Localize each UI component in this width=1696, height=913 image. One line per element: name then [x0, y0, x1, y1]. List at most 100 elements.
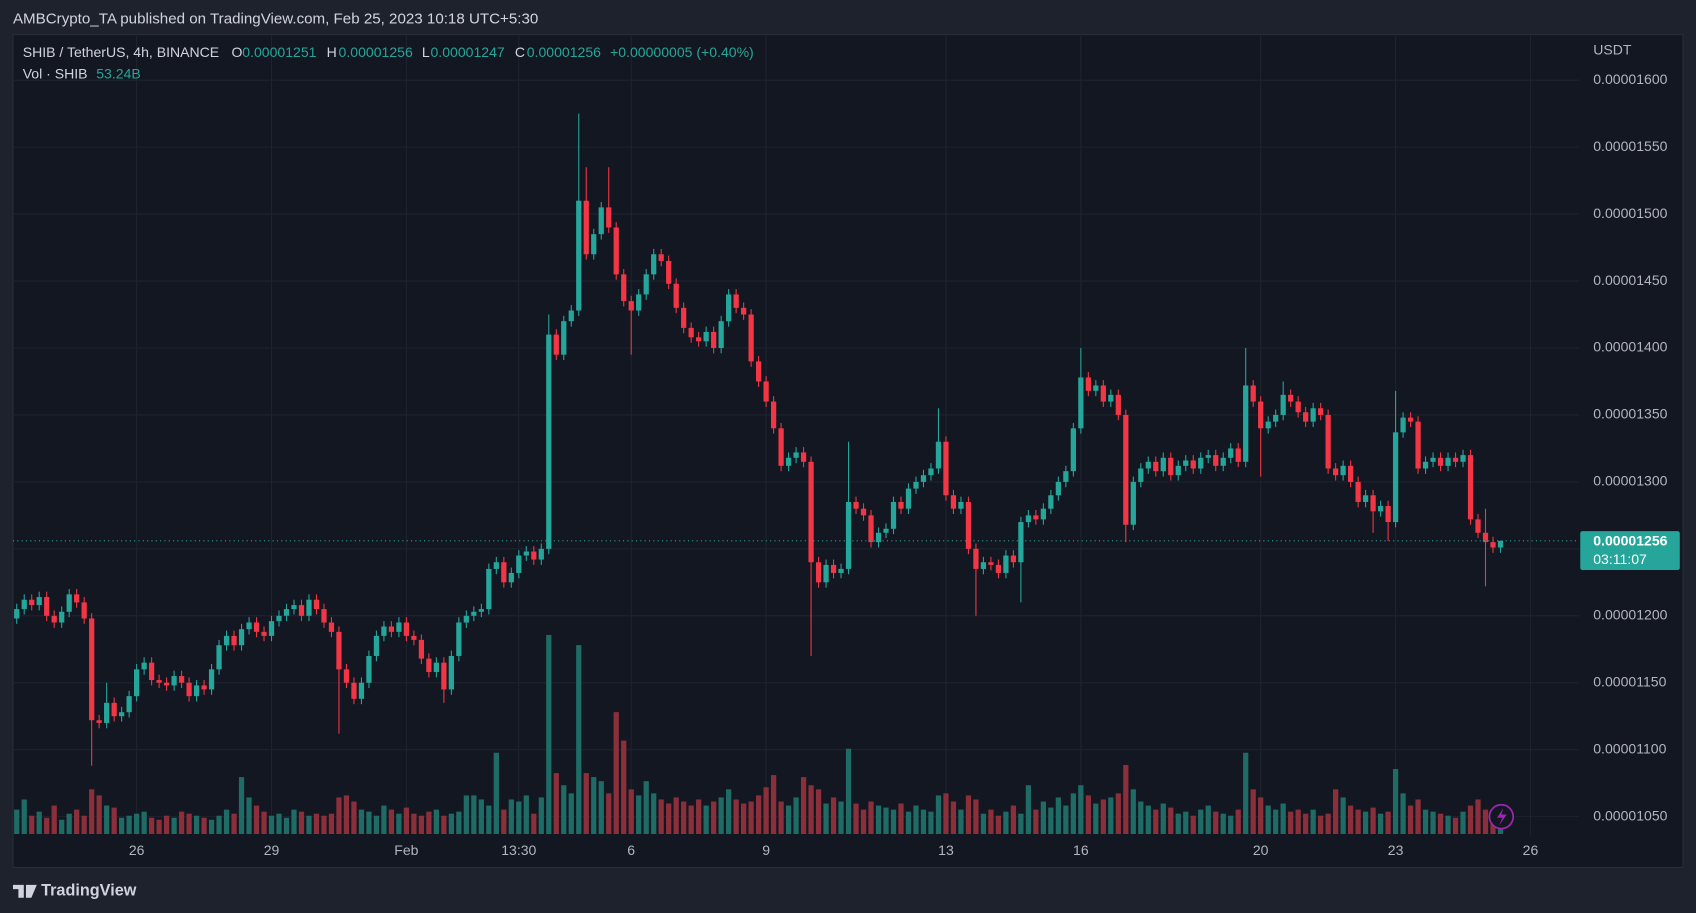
candle-body — [658, 254, 664, 261]
axis-unit: USDT — [1593, 42, 1632, 58]
candle-body — [171, 676, 177, 686]
y-tick-label: 0.00001400 — [1593, 339, 1667, 355]
volume-bar — [741, 803, 747, 834]
close-value: 0.00001256 — [527, 44, 601, 60]
candle-body — [965, 501, 972, 549]
volume-bar — [1010, 805, 1017, 834]
volume-bar — [1078, 785, 1084, 834]
candle-body — [1025, 515, 1032, 523]
volume-bar — [283, 817, 290, 834]
volume-bar — [1153, 809, 1159, 834]
volume-bar — [276, 813, 282, 834]
volume-bar — [1482, 809, 1489, 834]
candle-body — [1475, 519, 1481, 533]
candle-body — [538, 548, 544, 560]
volume-bar — [875, 805, 882, 834]
volume-bar — [1205, 805, 1211, 834]
volume-bar — [486, 805, 492, 834]
volume-bar — [51, 805, 57, 834]
candle-body — [1033, 515, 1039, 520]
candle-body — [950, 495, 957, 509]
volume-bar — [321, 815, 327, 834]
volume-bar — [96, 795, 102, 834]
candle-body — [238, 629, 245, 646]
candle-body — [830, 564, 837, 573]
candle-body — [1497, 540, 1504, 548]
candle-body — [1048, 495, 1054, 509]
candle-body — [201, 685, 207, 690]
candle-body — [493, 562, 499, 569]
candle-body — [373, 635, 380, 656]
candle-body — [1093, 385, 1099, 391]
volume-bar — [126, 815, 132, 834]
volume-bar — [883, 807, 889, 834]
candle-body — [711, 331, 717, 348]
candle-body — [943, 441, 949, 496]
volume-bar — [1348, 805, 1354, 834]
volume-bar — [1093, 803, 1099, 834]
candle-body — [223, 635, 230, 646]
volume-bar — [1085, 795, 1091, 834]
volume-bar — [1415, 799, 1421, 834]
candle-body — [1295, 401, 1301, 413]
candle-body — [748, 314, 754, 362]
volume-bar — [681, 801, 687, 834]
volume-bar — [778, 801, 784, 834]
volume-bar — [1467, 805, 1474, 834]
volume-bar — [658, 799, 664, 834]
candle-body — [666, 260, 672, 284]
volume-bar — [508, 799, 514, 834]
candle-body — [1123, 414, 1129, 525]
candle-body — [890, 501, 897, 529]
volume-bar — [1265, 805, 1271, 834]
candle-body — [778, 428, 784, 466]
candle-body — [418, 639, 425, 659]
volume-bar — [1220, 813, 1226, 834]
candle-body — [231, 635, 237, 646]
candle-body — [1220, 457, 1226, 466]
volume-bar — [1280, 803, 1286, 834]
volume-bar — [1130, 789, 1136, 834]
candle-body — [1138, 468, 1144, 482]
candle-body — [1003, 555, 1009, 573]
volume-bar — [860, 809, 867, 834]
candle-body — [51, 615, 57, 623]
volume-bar — [1190, 815, 1196, 834]
candle-body — [1153, 461, 1159, 472]
volume-bar — [755, 795, 762, 834]
volume-bar — [1340, 797, 1346, 834]
candle-body — [1100, 385, 1106, 402]
candle-body — [381, 626, 387, 636]
candle-body — [845, 501, 852, 569]
volume-bar — [1310, 809, 1316, 834]
candle-body — [411, 635, 417, 640]
volume-bar — [231, 813, 237, 834]
candle-body — [1198, 457, 1204, 469]
volume-bar — [1033, 809, 1039, 834]
candle-body — [853, 501, 859, 509]
candle-body — [583, 200, 589, 255]
candle-body — [1213, 455, 1219, 466]
y-tick-label: 0.00001550 — [1593, 138, 1667, 154]
volume-bar — [950, 801, 957, 834]
volume-bar — [403, 807, 410, 834]
candle-body — [696, 337, 702, 342]
candle-body — [636, 294, 642, 311]
volume-bar — [1070, 793, 1076, 834]
candle-body — [328, 622, 335, 632]
candle-body — [1168, 457, 1174, 476]
candle-body — [883, 528, 889, 533]
volume-bar — [336, 797, 342, 834]
candle-body — [343, 669, 350, 683]
candle-body — [216, 645, 222, 670]
volume-bar — [928, 811, 934, 834]
volume-bar — [815, 789, 822, 834]
volume-bar — [171, 817, 177, 834]
candle-body — [1055, 481, 1061, 496]
y-tick-label: 0.00001600 — [1593, 71, 1667, 87]
volume-bar — [1475, 799, 1481, 834]
candle-body — [283, 609, 290, 616]
y-tick-label: 0.00001350 — [1593, 406, 1667, 422]
candle-body — [261, 631, 267, 636]
